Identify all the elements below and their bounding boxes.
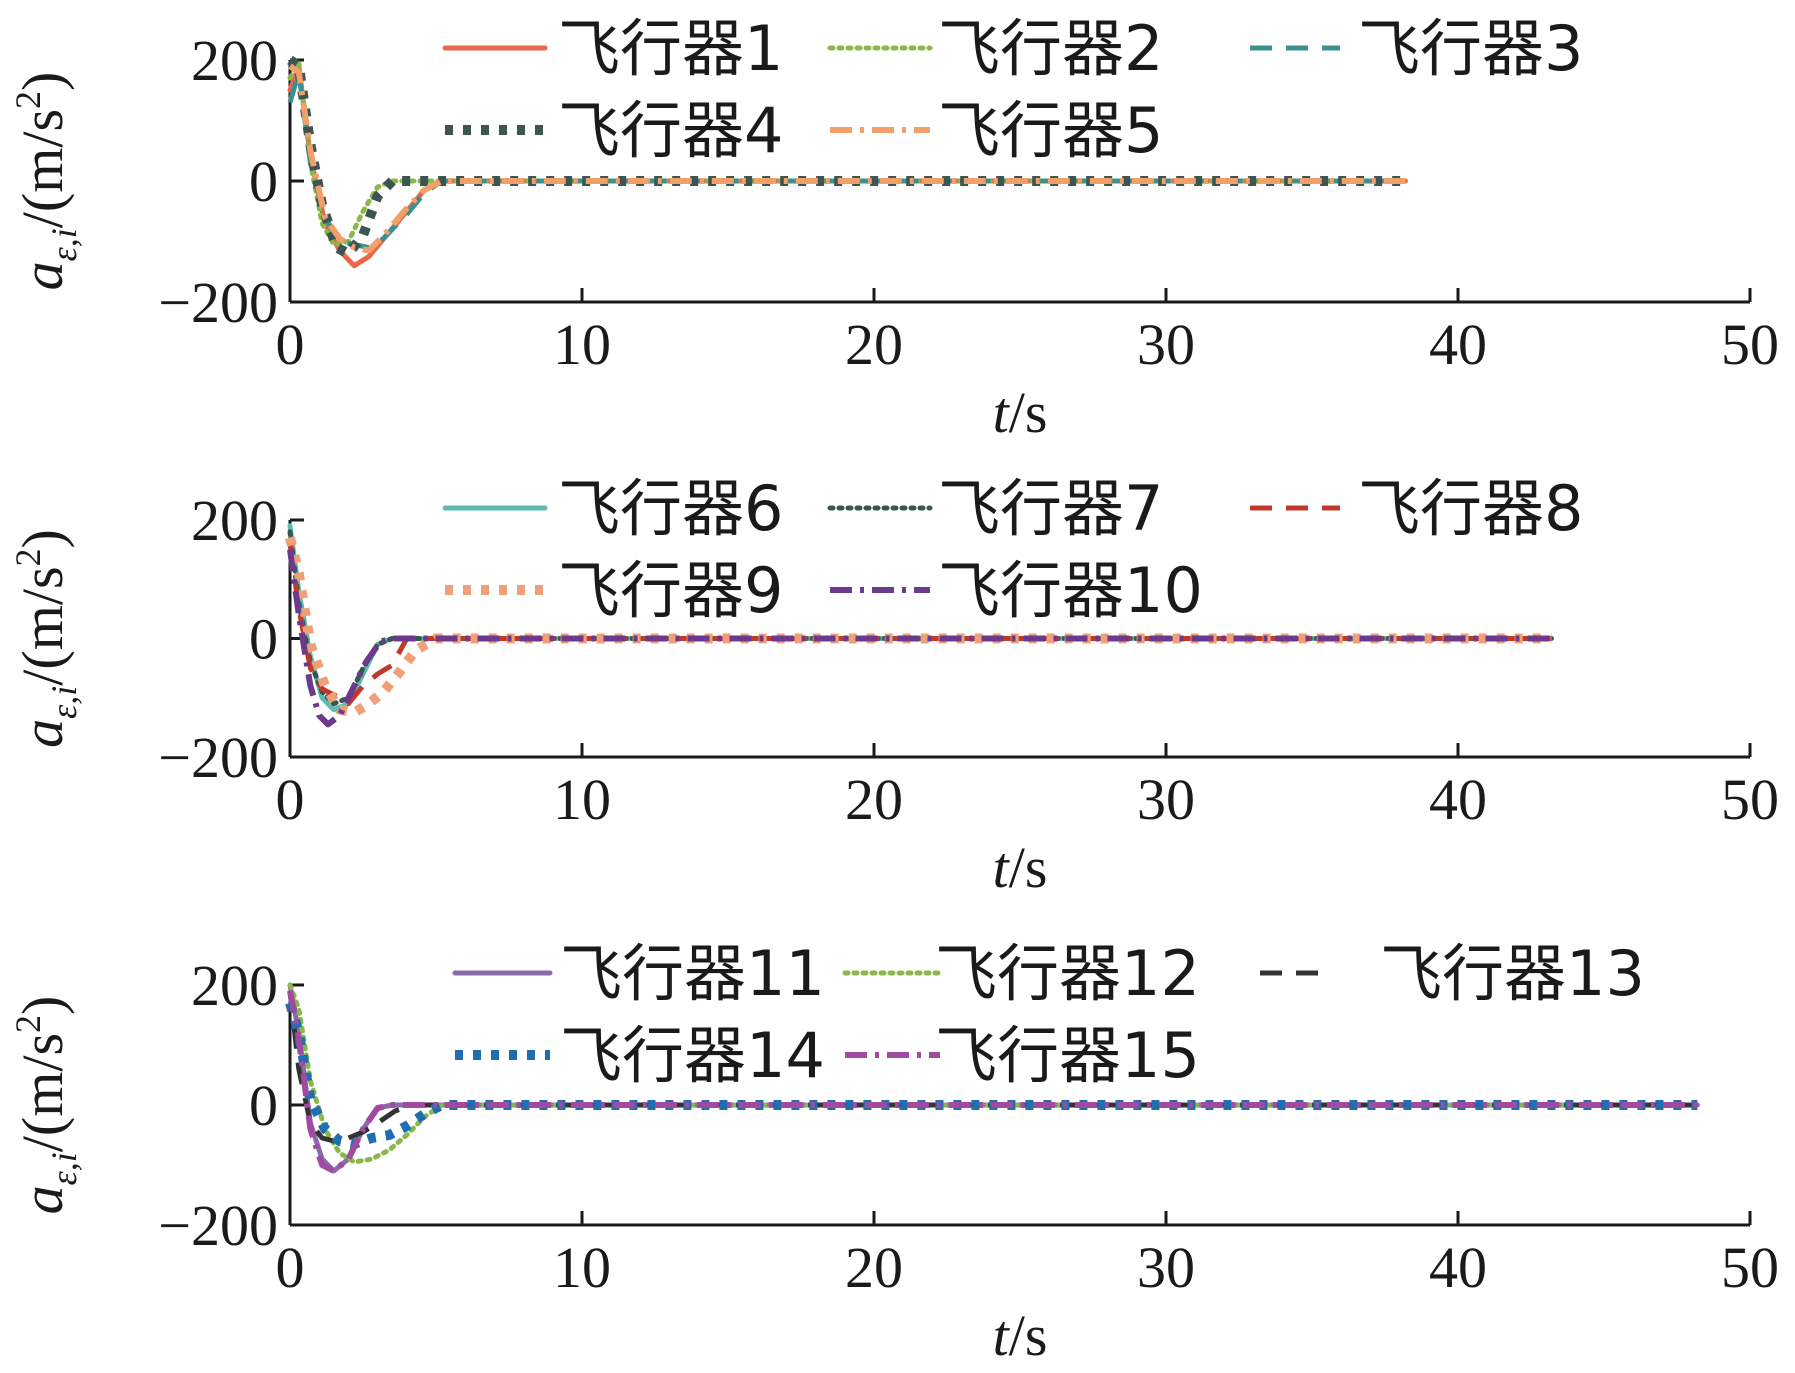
series-line-4 bbox=[287, 55, 1406, 259]
y-axis-title-unit: /(m/s bbox=[10, 109, 75, 228]
y-axis-title-unit: /(m/s bbox=[10, 566, 75, 685]
x-axis-title-var: t bbox=[993, 1303, 1011, 1368]
x-tick-label: 0 bbox=[276, 767, 305, 832]
legend-label-4: 飞行器14 bbox=[560, 1019, 825, 1092]
series-line-5 bbox=[287, 549, 1552, 728]
y-axis-title-exponent: 2 bbox=[8, 1015, 48, 1033]
legend-label-4: 飞行器9 bbox=[558, 554, 783, 627]
legend-label-3: 飞行器3 bbox=[1358, 12, 1583, 85]
y-axis-title-exponent: 2 bbox=[8, 91, 48, 109]
x-tick-label: 30 bbox=[1137, 1235, 1195, 1300]
legend-label-1: 飞行器11 bbox=[560, 937, 825, 1010]
series-line-3 bbox=[287, 990, 1698, 1144]
x-tick-label: 50 bbox=[1721, 767, 1779, 832]
series-line-2 bbox=[287, 529, 1554, 707]
legend-label-5: 飞行器10 bbox=[938, 554, 1203, 627]
x-axis-title: t/s bbox=[993, 380, 1048, 445]
y-tick-label: 0 bbox=[249, 149, 278, 214]
y-tick-label: 0 bbox=[249, 607, 278, 672]
y-tick-label: −200 bbox=[158, 270, 278, 335]
x-tick-label: 40 bbox=[1429, 767, 1487, 832]
x-tick-label: 40 bbox=[1429, 312, 1487, 377]
x-tick-label: 20 bbox=[845, 1235, 903, 1300]
y-axis-title-unit: /(m/s bbox=[10, 1033, 75, 1152]
y-axis-title-subscript: ε,i bbox=[44, 228, 84, 261]
legend-label-1: 飞行器6 bbox=[558, 472, 783, 545]
y-tick-label: 0 bbox=[249, 1073, 278, 1138]
series-line-3 bbox=[287, 543, 1552, 707]
x-axis-title: t/s bbox=[993, 1303, 1048, 1368]
y-axis-title-var: a bbox=[10, 1185, 75, 1214]
legend-label-2: 飞行器7 bbox=[938, 472, 1163, 545]
x-tick-label: 20 bbox=[845, 767, 903, 832]
series-line-1 bbox=[287, 523, 1554, 713]
x-tick-label: 30 bbox=[1137, 767, 1195, 832]
legend-label-2: 飞行器2 bbox=[938, 12, 1163, 85]
y-tick-label: 200 bbox=[191, 488, 278, 553]
series-line-5 bbox=[287, 990, 1698, 1174]
y-axis-title: aε,i/(m/s2) bbox=[8, 529, 84, 748]
x-axis-title: t/s bbox=[993, 835, 1048, 900]
x-tick-label: 50 bbox=[1721, 312, 1779, 377]
x-tick-label: 50 bbox=[1721, 1235, 1779, 1300]
y-axis-title-exponent: 2 bbox=[8, 548, 48, 566]
legend-label-2: 飞行器12 bbox=[935, 937, 1200, 1010]
y-tick-label: −200 bbox=[158, 1193, 278, 1258]
x-tick-label: 20 bbox=[845, 312, 903, 377]
x-tick-label: 30 bbox=[1137, 312, 1195, 377]
x-axis-title-unit: /s bbox=[1009, 1303, 1048, 1368]
x-axis-title-var: t bbox=[993, 835, 1011, 900]
x-tick-label: 40 bbox=[1429, 1235, 1487, 1300]
x-tick-label: 10 bbox=[553, 767, 611, 832]
x-tick-label: 0 bbox=[276, 1235, 305, 1300]
x-axis-title-unit: /s bbox=[1009, 380, 1048, 445]
y-tick-label: 200 bbox=[191, 28, 278, 93]
legend-label-1: 飞行器1 bbox=[558, 12, 783, 85]
x-axis-title-unit: /s bbox=[1009, 835, 1048, 900]
y-axis-title-close: ) bbox=[10, 72, 75, 91]
x-axis-title-var: t bbox=[993, 380, 1011, 445]
x-tick-label: 10 bbox=[553, 312, 611, 377]
series-line-3 bbox=[287, 69, 1406, 251]
legend-label-3: 飞行器13 bbox=[1380, 937, 1645, 1010]
y-tick-label: 200 bbox=[191, 953, 278, 1018]
y-axis-title-var: a bbox=[10, 261, 75, 290]
legend-label-3: 飞行器8 bbox=[1358, 472, 1583, 545]
legend-label-5: 飞行器5 bbox=[938, 94, 1163, 167]
y-axis-title: aε,i/(m/s2) bbox=[8, 996, 84, 1215]
y-axis-title-var: a bbox=[10, 719, 75, 748]
series-line-1 bbox=[287, 63, 1408, 269]
legend-label-5: 飞行器15 bbox=[935, 1019, 1200, 1092]
series-line-2 bbox=[287, 60, 1408, 247]
series-line-5 bbox=[288, 63, 1406, 254]
y-axis-title-subscript: ε,i bbox=[44, 1152, 84, 1185]
y-axis-title: aε,i/(m/s2) bbox=[8, 72, 84, 291]
series-line-4 bbox=[285, 536, 1552, 718]
x-tick-label: 0 bbox=[276, 312, 305, 377]
series-line-4 bbox=[285, 1001, 1698, 1149]
y-tick-label: −200 bbox=[158, 725, 278, 790]
y-axis-title-subscript: ε,i bbox=[44, 686, 84, 719]
x-tick-label: 10 bbox=[553, 1235, 611, 1300]
y-axis-title-close: ) bbox=[10, 529, 75, 548]
legend-label-4: 飞行器4 bbox=[558, 94, 783, 167]
y-axis-title-close: ) bbox=[10, 996, 75, 1015]
